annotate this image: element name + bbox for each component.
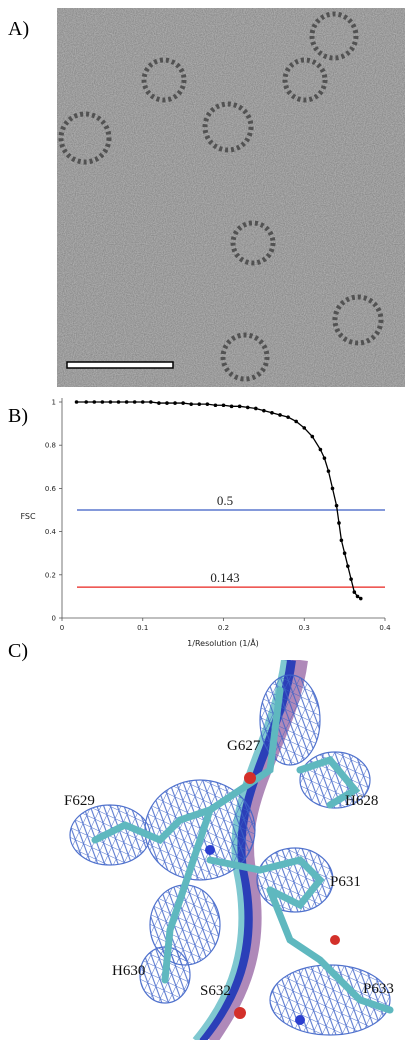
data-point [124, 400, 129, 404]
residue-label: S632 [200, 983, 231, 999]
data-point [262, 408, 266, 413]
data-point [221, 403, 226, 408]
y-tick-label: 0.2 [45, 571, 56, 579]
data-point [286, 415, 290, 419]
data-point [278, 413, 282, 417]
fsc-chart: FSC 1/Resolution (1/Å) [20, 512, 258, 648]
micrograph [57, 8, 405, 387]
data-point [116, 400, 121, 404]
data-point [157, 401, 161, 405]
x-tick-label: 0.2 [218, 624, 229, 632]
y-tick-label: 0.6 [45, 485, 57, 493]
y-tick-label: 0.8 [45, 442, 56, 450]
panel-label: C) [8, 640, 28, 662]
residue-label: H630 [112, 963, 145, 979]
data-point [302, 426, 307, 430]
residue-label: G627 [227, 738, 261, 754]
data-point [245, 405, 250, 410]
y-tick-label: 0.4 [45, 528, 57, 536]
data-point [84, 400, 89, 404]
threshold-label: 0.143 [210, 570, 239, 585]
data-point [339, 538, 344, 543]
data-point [270, 411, 274, 415]
data-point [100, 400, 105, 404]
panel-label: A) [8, 18, 29, 40]
data-point [337, 521, 341, 525]
data-point [352, 590, 357, 594]
data-point [330, 486, 335, 491]
x-tick-label: 0.4 [379, 624, 391, 632]
data-point [326, 469, 331, 473]
data-point [108, 400, 113, 404]
data-point [189, 402, 193, 406]
density-map [69, 660, 394, 1040]
data-point [197, 402, 202, 406]
data-point [213, 403, 218, 408]
data-point [181, 401, 185, 405]
y-tick-label: 1 [52, 399, 56, 407]
x-tick-label: 0 [60, 624, 64, 632]
data-point [149, 400, 153, 404]
residue-label: P633 [363, 981, 394, 997]
y-tick-label: 0 [52, 615, 56, 623]
data-point [237, 404, 242, 409]
data-point [294, 419, 298, 424]
data-point [173, 401, 177, 405]
data-point [318, 447, 323, 452]
data-point [92, 400, 97, 404]
residue-label: H628 [345, 793, 378, 809]
data-point [355, 594, 360, 599]
data-point [254, 406, 258, 411]
data-point [358, 596, 363, 601]
data-point [322, 456, 327, 460]
data-point [346, 564, 350, 568]
residue-label: P631 [330, 874, 361, 890]
data-point [165, 401, 169, 405]
data-point [205, 402, 210, 406]
threshold-label: 0.5 [217, 493, 233, 508]
data-point [74, 400, 79, 404]
data-point [349, 577, 353, 581]
y-axis-label: FSC [20, 512, 36, 521]
x-axis-label: 1/Resolution (1/Å) [187, 637, 259, 648]
x-tick-label: 0.1 [137, 624, 148, 632]
data-point [310, 434, 315, 439]
data-point [140, 400, 145, 404]
data-point [229, 404, 234, 409]
x-tick-label: 0.3 [299, 624, 310, 632]
panel-label: B) [8, 405, 28, 427]
data-point [342, 551, 347, 555]
residue-label: F629 [64, 793, 95, 809]
data-point [334, 503, 339, 508]
data-point [132, 400, 137, 404]
